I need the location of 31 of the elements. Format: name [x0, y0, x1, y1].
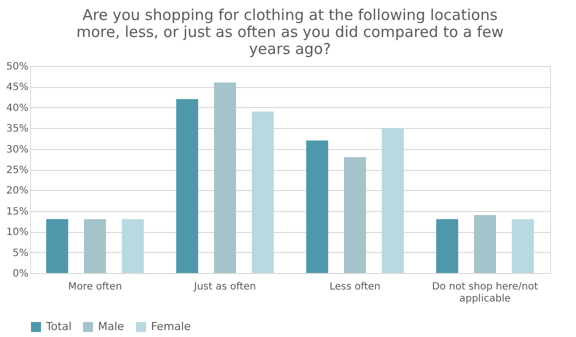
chart-title: Are you shopping for clothing at the following locations more, less, or just as often as you did compared to a few years ago? [76, 6, 504, 58]
bar [306, 140, 328, 273]
legend-label: Female [151, 320, 192, 333]
legend-label: Male [98, 320, 124, 333]
y-tick-label: 20% [6, 186, 28, 197]
bar [46, 219, 68, 273]
bar [344, 157, 366, 273]
y-tick-label: 25% [6, 165, 28, 176]
x-tick-label: Do not shop here/not applicable [432, 282, 538, 304]
x-tick-label: More often [68, 282, 122, 292]
bar [176, 99, 198, 273]
x-tick-label: Just as often [193, 282, 256, 292]
y-tick-label: 30% [6, 144, 28, 156]
bar [252, 112, 274, 273]
bar [382, 128, 404, 273]
y-tick-label: 45% [6, 82, 28, 94]
bar [512, 219, 534, 273]
y-tick-label: 10% [6, 227, 28, 238]
bar [436, 219, 458, 273]
x-tick-label: Less often [329, 282, 381, 292]
y-tick-label: 15% [6, 206, 28, 218]
y-tick-label: 50% [6, 62, 28, 72]
bar [84, 219, 106, 273]
y-tick-label: 0% [12, 268, 28, 280]
y-tick-label: 5% [12, 248, 28, 259]
legend-label: Total [45, 320, 72, 333]
y-tick-label: 35% [6, 124, 28, 135]
y-tick-label: 40% [6, 102, 28, 114]
bar [474, 215, 496, 273]
bar [122, 219, 144, 273]
bar [214, 82, 236, 273]
